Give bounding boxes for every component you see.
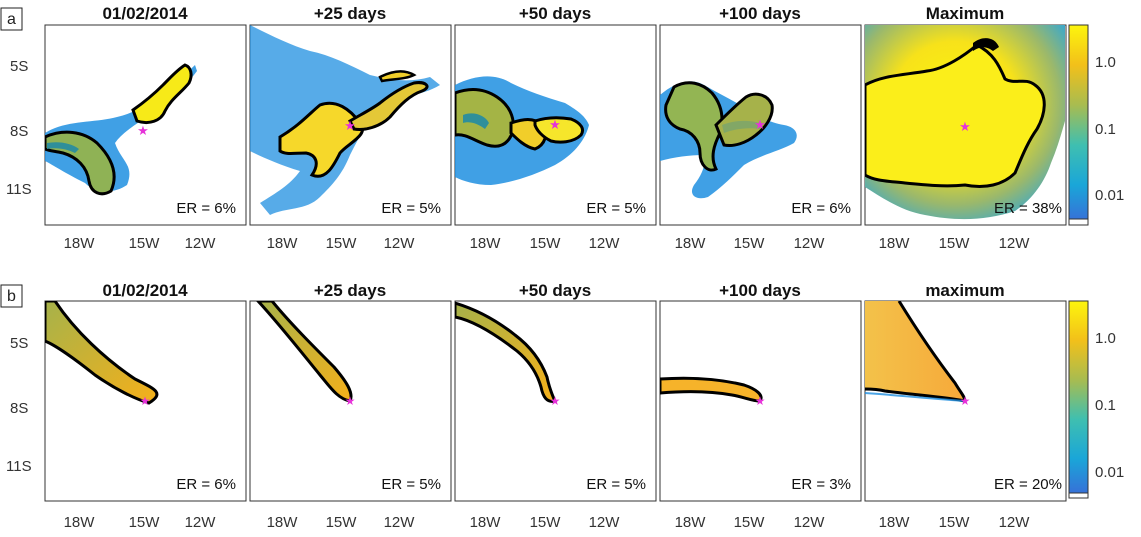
svg-text:12W: 12W <box>384 514 416 531</box>
row-b-label: b <box>0 284 23 308</box>
svg-text:b: b <box>7 288 16 305</box>
er-label: ER = 3% <box>791 476 851 493</box>
svg-text:15W: 15W <box>939 235 971 252</box>
svg-text:★: ★ <box>345 394 356 408</box>
svg-text:15W: 15W <box>734 514 766 531</box>
panel-title: +100 days <box>719 4 801 23</box>
colorbar-b: 1.0 0.1 0.01 <box>1068 300 1124 499</box>
svg-text:12W: 12W <box>794 235 826 252</box>
er-label: ER = 6% <box>176 200 236 217</box>
svg-text:18W: 18W <box>64 514 96 531</box>
svg-text:★: ★ <box>754 117 766 132</box>
colorbar-a: 1.0 0.1 0.01 <box>1068 24 1124 226</box>
panel-b2: +25 days ★ ER = 5% <box>249 281 452 502</box>
panel-title: +50 days <box>519 4 591 23</box>
svg-text:15W: 15W <box>734 235 766 252</box>
er-label: ER = 38% <box>994 200 1062 217</box>
er-label: ER = 5% <box>586 200 646 217</box>
colorbar-tick: 0.01 <box>1095 187 1124 204</box>
svg-text:18W: 18W <box>267 514 299 531</box>
svg-text:18W: 18W <box>470 235 502 252</box>
panel-b1: 01/02/2014 ★ ER = 6% <box>44 281 247 502</box>
svg-text:15W: 15W <box>129 235 161 252</box>
svg-text:12W: 12W <box>999 514 1031 531</box>
colorbar-tick: 0.01 <box>1095 464 1124 481</box>
svg-text:12W: 12W <box>589 514 621 531</box>
svg-text:★: ★ <box>550 394 561 408</box>
svg-text:a: a <box>7 11 16 28</box>
svg-text:18W: 18W <box>879 235 911 252</box>
panel-title: +25 days <box>314 4 386 23</box>
panel-title: 01/02/2014 <box>102 4 188 23</box>
svg-text:★: ★ <box>344 118 356 133</box>
y-tick-label: 5S <box>10 335 28 352</box>
panel-a3: +50 days ★ ER = 5% <box>454 4 657 226</box>
panel-b5: maximum ★ ER = 20% <box>864 281 1067 502</box>
panel-b4: +100 days ★ ER = 3% <box>659 281 862 502</box>
er-label: ER = 5% <box>381 476 441 493</box>
svg-text:★: ★ <box>755 394 766 408</box>
svg-text:★: ★ <box>960 394 971 408</box>
panel-a2: +25 days ★ ER = 5% <box>249 4 452 226</box>
panel-title: +100 days <box>719 281 801 300</box>
svg-text:★: ★ <box>549 117 561 132</box>
svg-text:12W: 12W <box>794 514 826 531</box>
svg-text:12W: 12W <box>999 235 1031 252</box>
row-a-label: a <box>0 7 23 31</box>
svg-text:★: ★ <box>959 119 971 134</box>
svg-text:15W: 15W <box>129 514 161 531</box>
colorbar-tick: 1.0 <box>1095 54 1116 71</box>
colorbar-tick: 0.1 <box>1095 397 1116 414</box>
svg-text:18W: 18W <box>879 514 911 531</box>
svg-text:18W: 18W <box>675 514 707 531</box>
panel-a5: Maximum ★ ER = 38% <box>864 4 1067 226</box>
y-tick-label: 11S <box>6 458 32 475</box>
er-label: ER = 6% <box>791 200 851 217</box>
panel-b3: +50 days ★ ER = 5% <box>454 281 657 502</box>
svg-text:12W: 12W <box>185 235 217 252</box>
y-tick-label: 5S <box>10 58 28 75</box>
panel-title: maximum <box>925 281 1004 300</box>
svg-text:12W: 12W <box>185 514 217 531</box>
panel-title: Maximum <box>926 4 1004 23</box>
y-tick-label: 8S <box>10 400 28 417</box>
svg-text:12W: 12W <box>589 235 621 252</box>
svg-text:12W: 12W <box>384 235 416 252</box>
er-label: ER = 6% <box>176 476 236 493</box>
x-ticks-a: 18W 15W 12W 18W 15W 12W 18W 15W 12W 18W … <box>64 235 1031 252</box>
colorbar-tick: 1.0 <box>1095 330 1116 347</box>
svg-text:18W: 18W <box>267 235 299 252</box>
panel-a1: 01/02/2014 ★ ER = 6% <box>44 4 247 226</box>
svg-text:15W: 15W <box>530 514 562 531</box>
svg-text:15W: 15W <box>326 235 358 252</box>
svg-text:18W: 18W <box>675 235 707 252</box>
svg-text:15W: 15W <box>530 235 562 252</box>
panel-title: +25 days <box>314 281 386 300</box>
panel-a4: +100 days ★ ER = 6% <box>659 4 862 226</box>
svg-text:15W: 15W <box>939 514 971 531</box>
panel-title: 01/02/2014 <box>102 281 188 300</box>
svg-text:★: ★ <box>137 123 149 138</box>
er-label: ER = 20% <box>994 476 1062 493</box>
svg-text:15W: 15W <box>326 514 358 531</box>
colorbar-tick: 0.1 <box>1095 121 1116 138</box>
er-label: ER = 5% <box>586 476 646 493</box>
y-tick-label: 11S <box>6 181 32 198</box>
svg-text:★: ★ <box>140 394 151 408</box>
panel-title: +50 days <box>519 281 591 300</box>
er-label: ER = 5% <box>381 200 441 217</box>
x-ticks-b: 18W 15W 12W 18W 15W 12W 18W 15W 12W 18W … <box>64 514 1031 531</box>
svg-text:18W: 18W <box>64 235 96 252</box>
y-tick-label: 8S <box>10 123 28 140</box>
svg-text:18W: 18W <box>470 514 502 531</box>
